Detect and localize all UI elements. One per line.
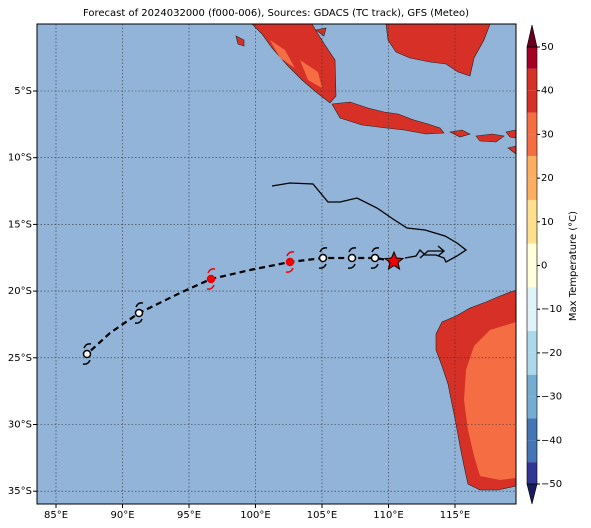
lat-label: 35°S	[8, 486, 32, 497]
forecast-track	[86, 256, 395, 355]
storm-tail	[206, 268, 216, 290]
storm-center	[134, 308, 144, 318]
colorbar-band	[527, 287, 537, 310]
lat-label: 20°S	[8, 286, 32, 297]
colorbar-band	[527, 374, 537, 397]
storm-center	[285, 257, 295, 267]
colorbar-tick-label: 0	[541, 261, 547, 272]
lon-label: 110°E	[373, 510, 403, 521]
colorbar-tick-label: −30	[541, 392, 562, 403]
lat-label: 25°S	[8, 353, 32, 364]
colorbar-tick-label: −40	[541, 435, 562, 446]
lon-label: 95°E	[177, 510, 201, 521]
colorbar-band	[527, 134, 537, 157]
storm-tail	[134, 302, 144, 324]
colorbar-extend-bottom	[526, 483, 538, 505]
colorbar-band	[527, 90, 537, 113]
lat-label: 15°S	[8, 219, 32, 230]
ocean	[37, 24, 516, 504]
colorbar-band	[527, 331, 537, 353]
storm-center	[370, 253, 380, 263]
colorbar-tick-label: −10	[541, 304, 562, 315]
storm-tail	[82, 343, 92, 365]
colorbar-tick-label: −20	[541, 348, 562, 359]
tc-track	[86, 182, 468, 355]
colorbar-tick-label: 50	[541, 42, 554, 53]
colorbar-band	[527, 418, 537, 441]
colorbar-band	[527, 440, 537, 463]
lon-label: 90°E	[110, 510, 134, 521]
colorbar-band	[527, 309, 537, 332]
colorbar-band	[527, 68, 537, 91]
colorbar-band	[527, 265, 537, 288]
map	[33, 23, 517, 508]
colorbar: 50 40 30 20 10 0 −10 −20 −30 −40 −50	[526, 24, 562, 505]
lon-label: 100°E	[240, 510, 270, 521]
storm-tail	[285, 251, 295, 273]
lon-label: 115°E	[440, 510, 470, 521]
colorbar-tick-label: 30	[541, 129, 554, 140]
colorbar-band	[527, 178, 537, 200]
lat-label: 30°S	[8, 420, 32, 431]
current-position	[383, 250, 405, 271]
colorbar-band	[527, 221, 537, 244]
land	[235, 23, 517, 491]
lat-label: 5°S	[14, 86, 32, 97]
map-title: Forecast of 2024032000 (f000-006), Sourc…	[83, 8, 469, 19]
storm-tail	[318, 247, 328, 269]
storm-center	[206, 274, 216, 284]
colorbar-band	[527, 156, 537, 179]
colorbar-tick-label: −50	[541, 479, 562, 490]
lon-label: 85°E	[44, 510, 68, 521]
storm-center	[318, 253, 328, 263]
map-frame	[36, 23, 517, 505]
storm-tail	[347, 247, 357, 269]
colorbar-band	[527, 352, 537, 375]
colorbar-band	[527, 243, 537, 266]
colorbar-band	[527, 112, 537, 135]
past-track	[271, 182, 468, 263]
lon-label: 105°E	[307, 510, 337, 521]
graticule	[33, 24, 516, 508]
colorbar-tick-label: 40	[541, 86, 554, 97]
colorbar-band	[527, 199, 537, 222]
colorbar-extend-top	[526, 24, 538, 48]
storm-symbols	[82, 247, 380, 365]
lat-label: 10°S	[8, 153, 32, 164]
storm-center	[82, 349, 92, 359]
colorbar-band	[527, 396, 537, 419]
storm-tail	[370, 247, 380, 269]
storm-center	[347, 253, 357, 263]
colorbar-band	[527, 47, 537, 69]
colorbar-tick-label: 20	[541, 173, 554, 184]
direction-arrow	[419, 245, 446, 259]
colorbar-band	[527, 462, 537, 484]
colorbar-label: Max Temperature (°C)	[568, 211, 579, 321]
colorbar-tick-label: 10	[541, 217, 554, 228]
